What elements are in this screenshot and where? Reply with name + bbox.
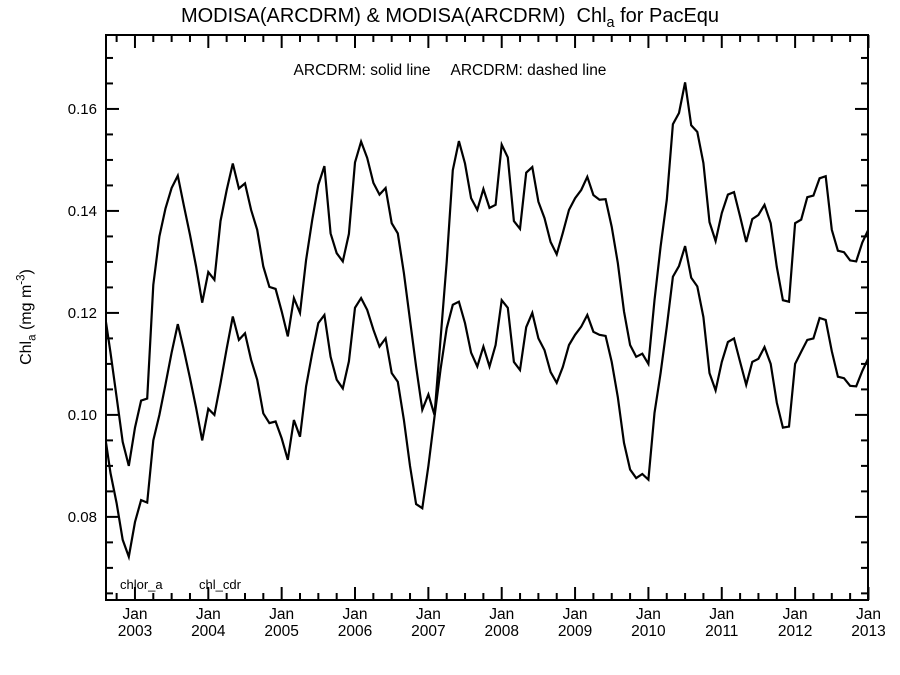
y-axis-label-text: Chl [18,340,36,365]
chart-title-subscript: a [606,15,615,31]
legend-dashed-entry: ARCDRM: dashed line [450,62,607,79]
x-tick-label-year: 2011 [705,623,738,640]
x-tick-label-month: Jan [783,606,808,623]
x-tick-label-month: Jan [856,606,881,623]
x-tick-label-year: 2008 [484,623,518,640]
plot-frame [105,34,869,601]
y-axis-label-exponent: -3 [15,274,28,285]
x-tick-label-year: 2009 [558,623,592,640]
y-axis-label-subscript: a [26,334,39,341]
x-tick-label-month: Jan [269,606,294,623]
y-axis-label-unit: (mg m [18,284,36,335]
chart-title-text: MODISA(ARCDRM) & MODISA(ARCDRM) Chl [180,5,607,27]
y-tick-label: 0.16 [68,101,97,118]
x-tick-label-month: Jan [196,606,221,623]
y-axis-label-close: ) [18,269,36,275]
x-tick-label-year: 2006 [338,623,372,640]
x-tick-label-year: 2007 [411,623,445,640]
y-tick-label: 0.14 [68,203,97,220]
annotation-chlor-a: chlor_a [120,577,163,592]
y-tick-label: 0.10 [68,407,97,424]
chart-title: MODISA(ARCDRM) & MODISA(ARCDRM) Chla for… [0,5,900,31]
y-tick-label: 0.08 [68,509,97,526]
x-tick-label-month: Jan [709,606,734,623]
x-tick-label-month: Jan [636,606,661,623]
x-tick-label-year: 2003 [118,623,152,640]
x-tick-label-month: Jan [489,606,514,623]
x-tick-label-month: Jan [416,606,441,623]
y-axis-label: Chla (mg m-3) [16,269,39,365]
series-line-chlor_a [106,82,868,467]
x-tick-label-month: Jan [343,606,368,623]
x-tick-label-year: 2012 [778,623,812,640]
x-tick-label-month: Jan [563,606,588,623]
x-tick-label-year: 2005 [264,623,298,640]
x-tick-label-year: 2004 [191,623,226,640]
x-tick-label-month: Jan [122,606,147,623]
y-tick-label: 0.12 [68,305,97,322]
annotation-chl-cdr: chl_cdr [199,577,241,592]
x-tick-label-year: 2013 [851,623,885,640]
legend: ARCDRM: solid line ARCDRM: dashed line [294,62,607,80]
x-tick-label-year: 2010 [631,623,666,640]
chart-title-suffix: for PacEqu [614,5,720,27]
legend-solid-entry: ARCDRM: solid line [293,62,431,79]
series-line-chl_cdr [106,245,868,561]
